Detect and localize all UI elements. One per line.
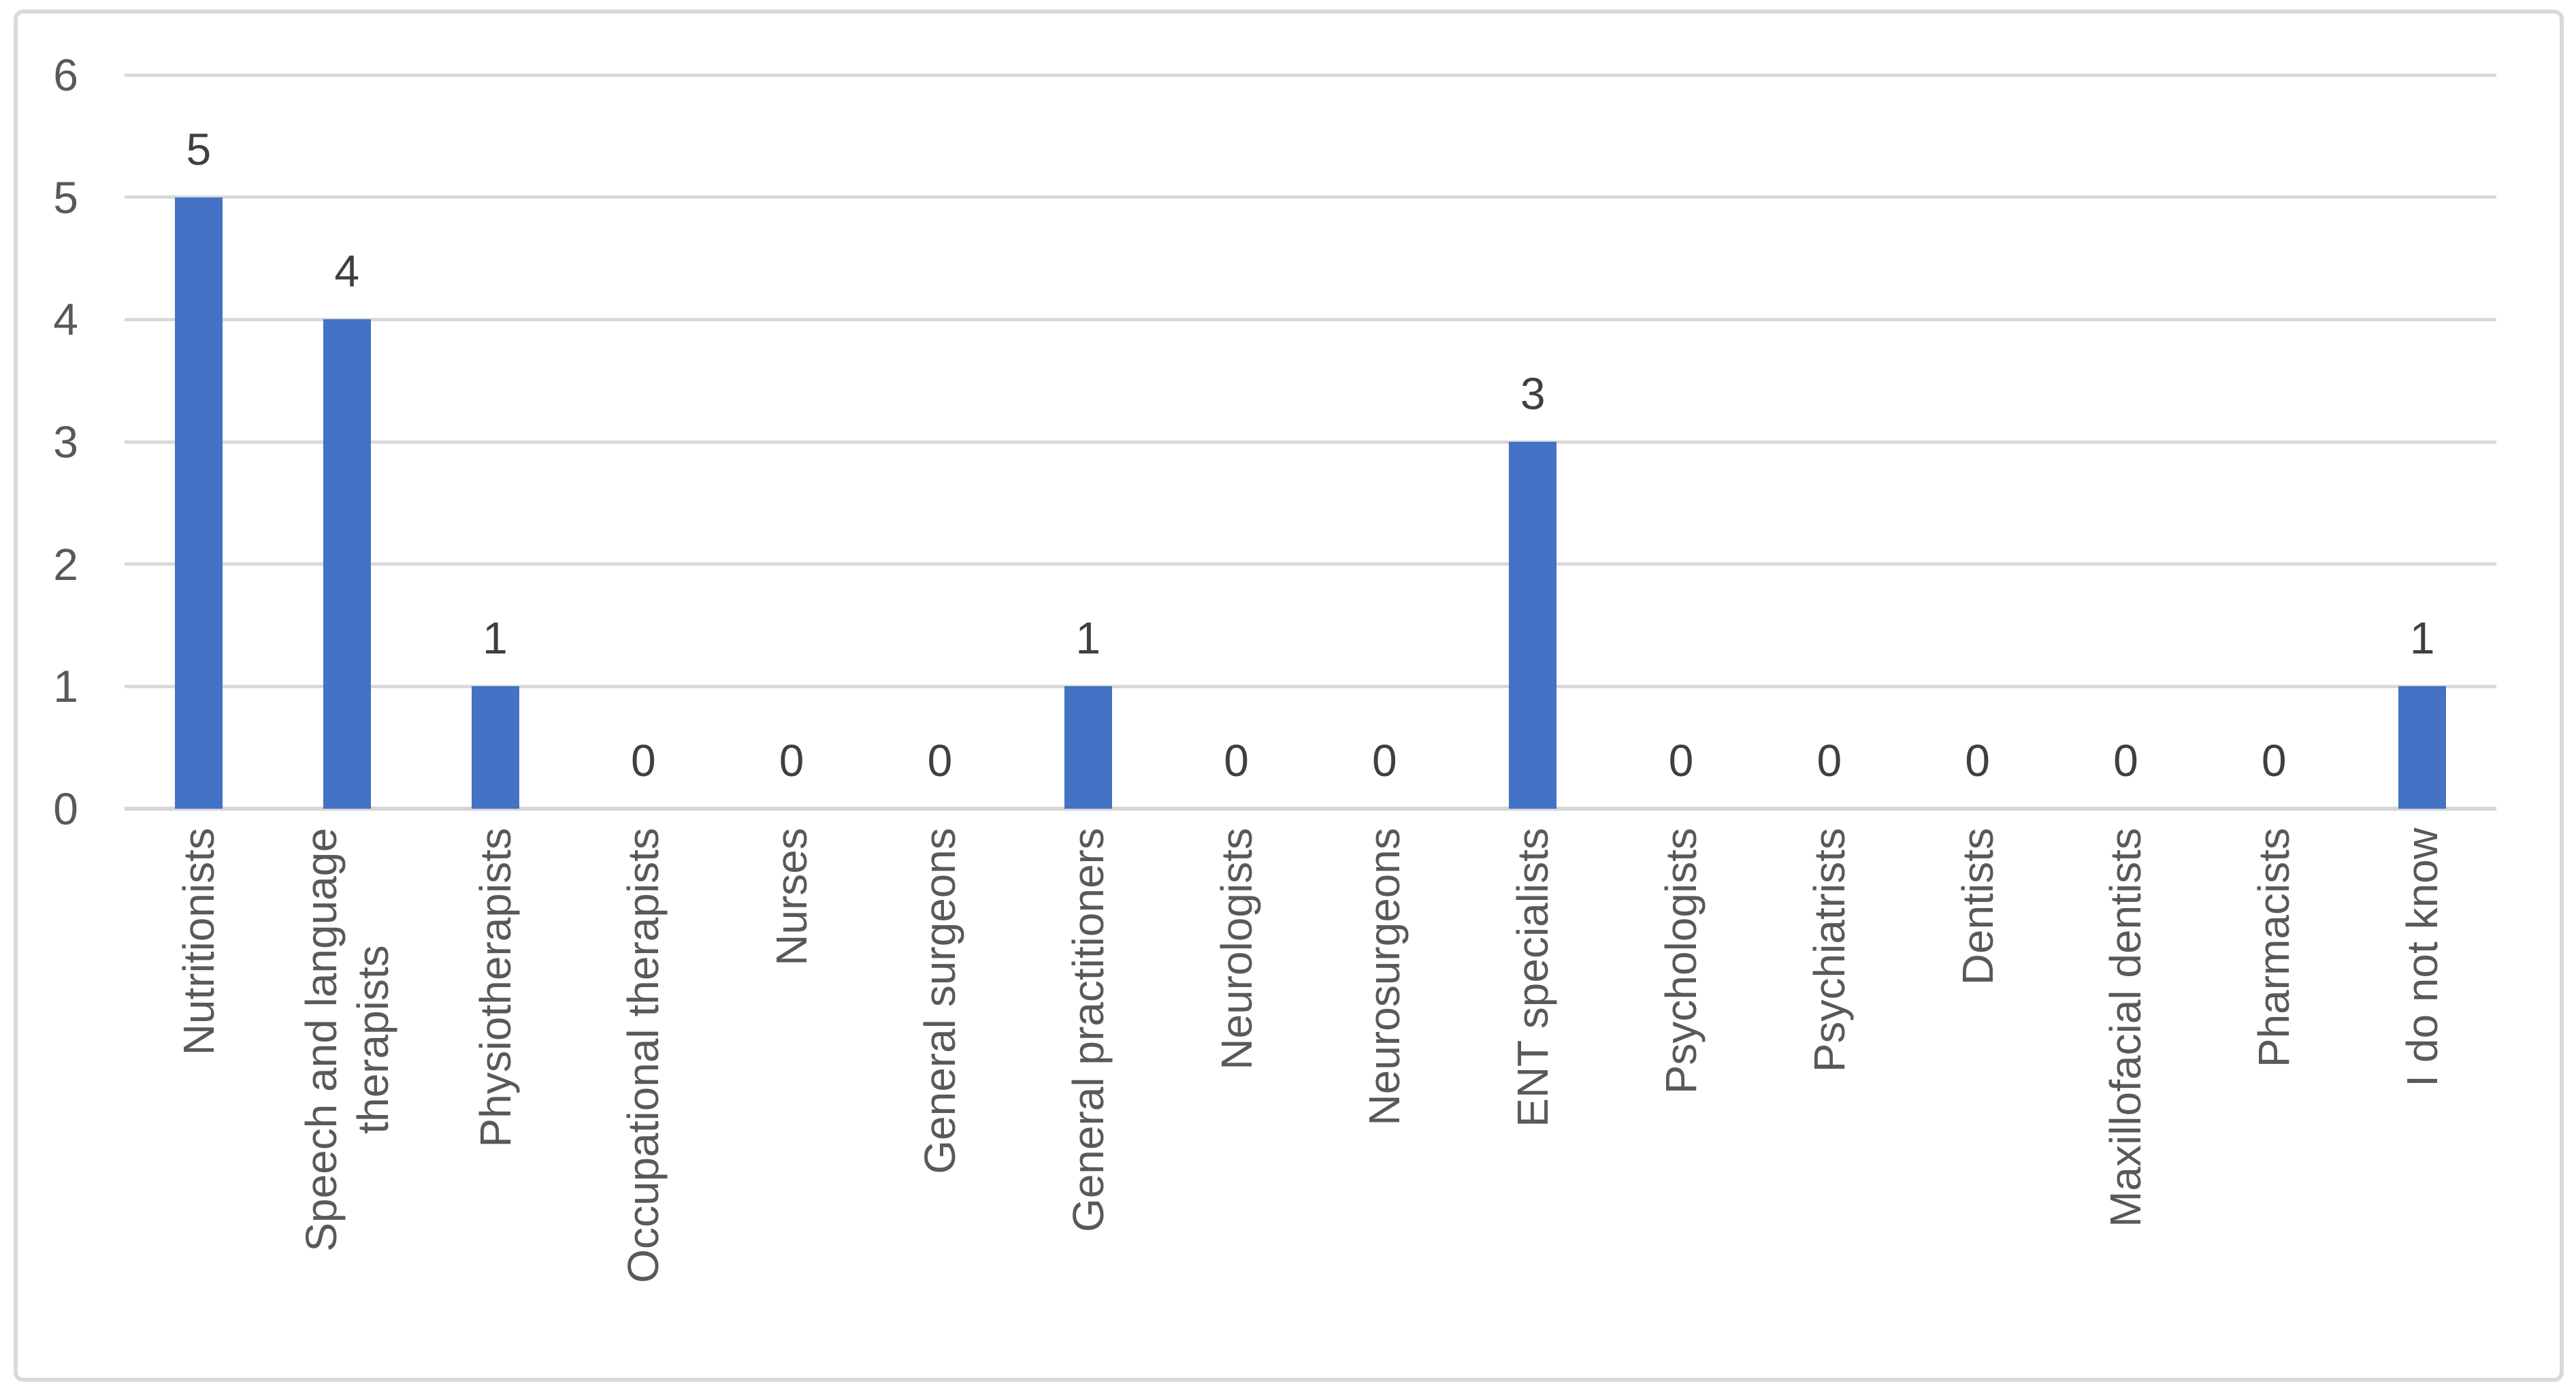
y-tick-label: 4 xyxy=(53,294,78,345)
x-category-label: ENT specialists xyxy=(1508,828,1558,1127)
bar-slot: 1 xyxy=(1014,75,1162,809)
data-label: 0 xyxy=(630,735,656,786)
data-label: 1 xyxy=(2409,613,2435,664)
x-axis-line xyxy=(125,807,2496,811)
data-label: 0 xyxy=(779,735,804,786)
x-category-label: Pharmacists xyxy=(2249,828,2299,1068)
x-category-label-cell: Nurses xyxy=(717,828,866,1372)
bar-slot: 0 xyxy=(2052,75,2200,809)
x-category-label: Maxillofacial dentists xyxy=(2101,828,2151,1227)
bar-slot: 0 xyxy=(1311,75,1459,809)
chart-frame-border xyxy=(14,10,2564,1382)
x-category-label-cell: Pharmacists xyxy=(2200,828,2348,1372)
x-category-label: General practitioners xyxy=(1063,828,1113,1233)
x-category-label-cell: Maxillofacial dentists xyxy=(2052,828,2200,1372)
x-category-label-cell: Dentists xyxy=(1904,828,2052,1372)
bar-slot: 3 xyxy=(1458,75,1607,809)
y-tick-label: 5 xyxy=(53,172,78,223)
x-category-label: I do not know xyxy=(2398,828,2447,1087)
y-tick-label: 6 xyxy=(53,50,78,100)
data-label: 1 xyxy=(1075,613,1101,664)
bar-slot: 0 xyxy=(717,75,866,809)
x-category-label-cell: Psychologists xyxy=(1607,828,1755,1372)
x-category-label: Neurosurgeons xyxy=(1360,828,1409,1126)
bar xyxy=(1509,442,1557,809)
x-category-label-cell: I do not know xyxy=(2348,828,2496,1372)
x-category-label: Occupational therapists xyxy=(619,828,668,1283)
bar xyxy=(1064,686,1112,809)
y-tick-label: 0 xyxy=(53,784,78,834)
x-category-label-cell: Nutritionists xyxy=(125,828,273,1372)
bar-slot: 1 xyxy=(421,75,570,809)
x-category-label: Dentists xyxy=(1953,828,2002,986)
x-category-label-cell: Occupational therapists xyxy=(569,828,717,1372)
gridline xyxy=(125,317,2496,321)
x-category-label-cell: General surgeons xyxy=(866,828,1014,1372)
x-category-label: Physiotherapists xyxy=(470,828,520,1148)
bar-slot: 0 xyxy=(1607,75,1755,809)
data-label: 1 xyxy=(483,613,508,664)
gridline xyxy=(125,73,2496,77)
bar-slot: 4 xyxy=(273,75,421,809)
x-category-label-cell: ENT specialists xyxy=(1458,828,1607,1372)
bar-slot: 1 xyxy=(2348,75,2496,809)
gridline xyxy=(125,684,2496,688)
x-category-label: Nurses xyxy=(767,828,817,966)
x-category-label: Neurologists xyxy=(1211,828,1261,1070)
data-label: 0 xyxy=(1965,735,1991,786)
data-label: 0 xyxy=(1372,735,1397,786)
x-category-label: Speech and language therapists xyxy=(296,828,397,1252)
bar-slot: 0 xyxy=(2200,75,2348,809)
bars-row: 5 4 1 0 0 0 1 0 0 3 0 0 0 0 0 1 xyxy=(125,75,2496,809)
bar-slot: 0 xyxy=(1162,75,1311,809)
y-tick-label: 3 xyxy=(53,417,78,467)
bar-slot: 0 xyxy=(569,75,717,809)
data-label: 0 xyxy=(2261,735,2287,786)
x-category-label: Psychologists xyxy=(1657,828,1706,1095)
plot-area: 5 4 1 0 0 0 1 0 0 3 0 0 0 0 0 1 xyxy=(125,73,2496,811)
y-tick-label: 1 xyxy=(53,661,78,712)
x-axis-category-labels: Nutritionists Speech and language therapi… xyxy=(125,828,2496,1372)
data-label: 0 xyxy=(1224,735,1249,786)
bar-slot: 5 xyxy=(125,75,273,809)
x-category-label: Psychiatrists xyxy=(1804,828,1854,1073)
bar-slot: 0 xyxy=(866,75,1014,809)
bar-slot: 0 xyxy=(1904,75,2052,809)
bar xyxy=(323,319,371,809)
x-category-label: Nutritionists xyxy=(174,828,223,1056)
data-label: 0 xyxy=(1668,735,1694,786)
data-label: 4 xyxy=(334,246,360,297)
gridline xyxy=(125,195,2496,199)
x-category-label-cell: Psychiatrists xyxy=(1755,828,1904,1372)
x-category-label-cell: General practitioners xyxy=(1014,828,1162,1372)
bar xyxy=(471,686,519,809)
x-category-label-cell: Neurologists xyxy=(1162,828,1311,1372)
data-label: 0 xyxy=(1816,735,1842,786)
data-label: 5 xyxy=(186,123,212,174)
bar-slot: 0 xyxy=(1755,75,1904,809)
gridline xyxy=(125,562,2496,566)
x-category-label-cell: Speech and language therapists xyxy=(273,828,421,1372)
data-label: 0 xyxy=(2113,735,2138,786)
bar xyxy=(174,197,223,809)
bar xyxy=(2398,686,2447,809)
gridline xyxy=(125,440,2496,444)
x-category-label-cell: Neurosurgeons xyxy=(1311,828,1459,1372)
y-tick-label: 2 xyxy=(53,538,78,590)
x-category-label-cell: Physiotherapists xyxy=(421,828,570,1372)
data-label: 3 xyxy=(1520,368,1546,419)
data-label: 0 xyxy=(927,735,953,786)
x-category-label: General surgeons xyxy=(915,828,964,1174)
